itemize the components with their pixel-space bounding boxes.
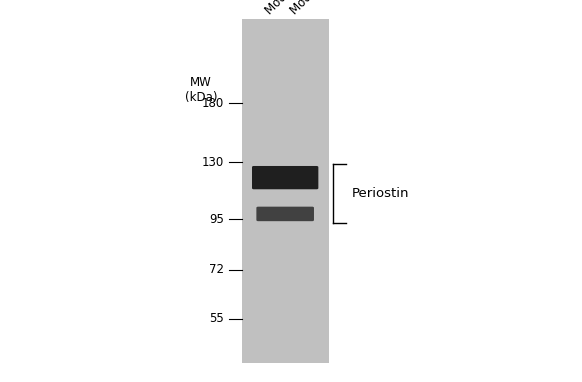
- Text: 180: 180: [202, 97, 224, 110]
- FancyBboxPatch shape: [256, 207, 314, 221]
- Bar: [242, 19, 329, 363]
- Text: 130: 130: [202, 156, 224, 169]
- Text: MW
(kDa): MW (kDa): [184, 76, 217, 104]
- Text: Periostin: Periostin: [352, 187, 409, 200]
- Text: 55: 55: [210, 312, 224, 325]
- Text: 95: 95: [209, 213, 224, 226]
- Text: 72: 72: [209, 264, 224, 277]
- Text: Mouse bladder: Mouse bladder: [263, 0, 334, 17]
- Text: Mouse colon: Mouse colon: [288, 0, 349, 17]
- FancyBboxPatch shape: [252, 166, 318, 189]
